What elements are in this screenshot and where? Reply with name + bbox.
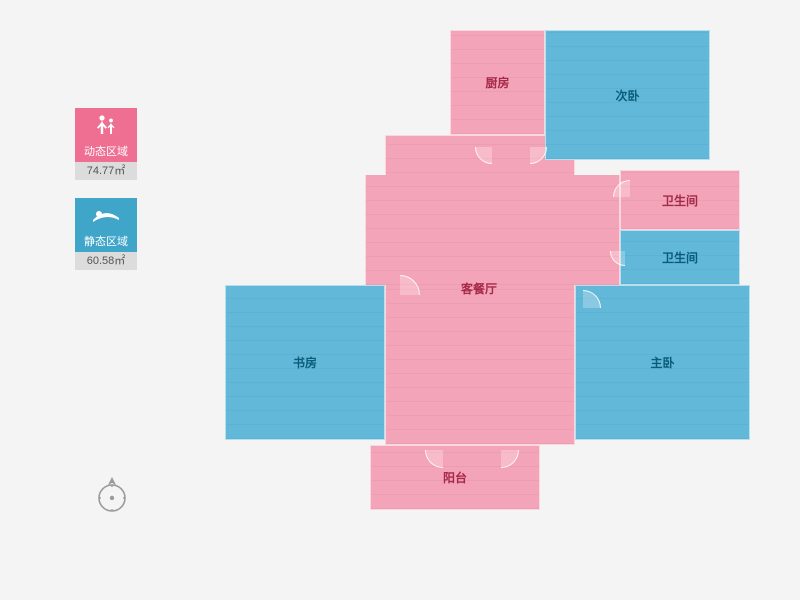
- room-secondary-bedroom-label: 次卧: [615, 87, 639, 104]
- room-bathroom-2: 卫生间: [620, 230, 740, 285]
- legend-static-value: 60.58㎡: [75, 252, 137, 270]
- compass-icon: [95, 475, 129, 520]
- room-study-label: 书房: [293, 354, 317, 371]
- legend-static: 静态区域 60.58㎡: [75, 198, 137, 270]
- room-kitchen-label: 厨房: [485, 74, 509, 91]
- room-living-part: [385, 285, 575, 445]
- legend-active: 动态区域 74.77㎡: [75, 108, 137, 180]
- room-master-bedroom: 主卧: [575, 285, 750, 440]
- room-balcony-label: 阳台: [443, 469, 467, 486]
- room-study: 书房: [225, 285, 385, 440]
- room-living-part: [365, 175, 620, 285]
- people-icon: [91, 114, 121, 136]
- room-master-bedroom-label: 主卧: [650, 354, 674, 371]
- room-kitchen: 厨房: [450, 30, 545, 135]
- room-bathroom-2-label: 卫生间: [662, 249, 698, 266]
- legend-active-icon-box: [75, 108, 137, 142]
- legend: 动态区域 74.77㎡ 静态区域 60.58㎡: [75, 108, 137, 288]
- legend-active-value: 74.77㎡: [75, 162, 137, 180]
- room-bathroom-1-label: 卫生间: [662, 192, 698, 209]
- room-bathroom-1: 卫生间: [620, 170, 740, 230]
- room-secondary-bedroom: 次卧: [545, 30, 710, 160]
- room-living-label: 客餐厅: [461, 280, 497, 297]
- legend-static-title: 静态区域: [75, 232, 137, 252]
- sleep-icon: [89, 205, 123, 225]
- legend-active-title: 动态区域: [75, 142, 137, 162]
- legend-static-icon-box: [75, 198, 137, 232]
- floor-plan: 客餐厅 厨房 次卧 卫生间 卫生间 主卧 书房 阳台: [225, 30, 755, 565]
